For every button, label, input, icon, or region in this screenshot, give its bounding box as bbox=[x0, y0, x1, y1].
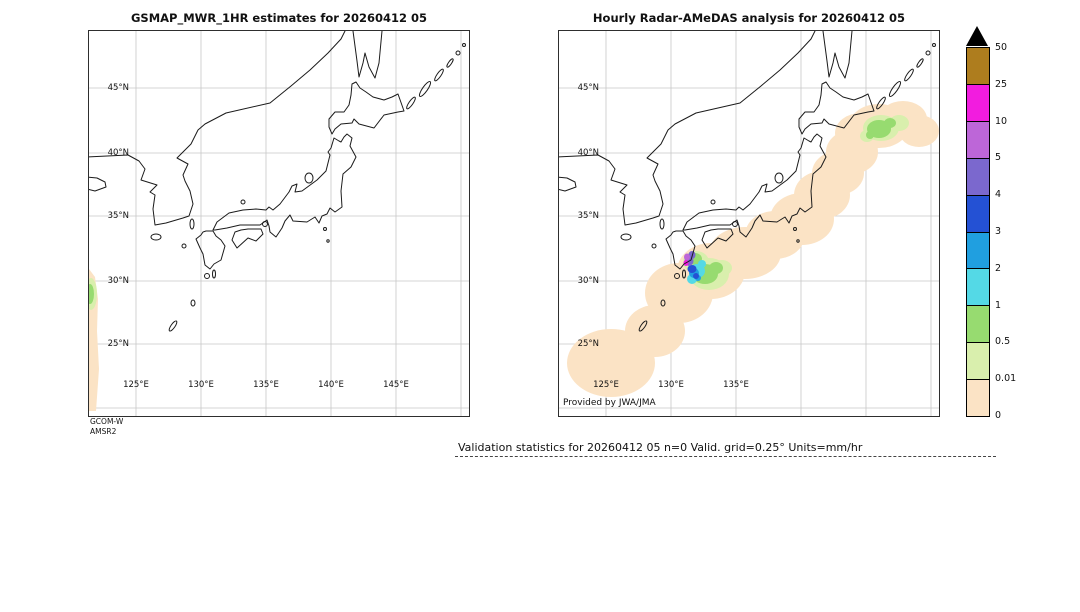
lat-tick-45n: 45°N bbox=[577, 83, 599, 93]
lat-tick-35n: 35°N bbox=[577, 211, 599, 221]
lat-tick-25n: 25°N bbox=[107, 339, 129, 349]
lat-tick-30n: 30°N bbox=[107, 276, 129, 286]
lon-tick-125e: 125°E bbox=[123, 380, 149, 390]
gsmap-map-svg bbox=[89, 31, 469, 416]
precip-layer-moderate bbox=[89, 284, 94, 304]
lon-tick-145e: 145°E bbox=[383, 380, 409, 390]
colorbar-segment bbox=[967, 380, 989, 417]
colorbar-label: 50 bbox=[995, 42, 1008, 53]
lon-tick-135e: 135°E bbox=[253, 380, 279, 390]
lon-tick-125e: 125°E bbox=[593, 380, 619, 390]
coastline-layer bbox=[559, 31, 936, 333]
lat-tick-40n: 40°N bbox=[107, 148, 129, 158]
precip-layer-trace bbox=[567, 101, 939, 397]
gsmap-map-panel: 45°N 40°N 35°N 30°N 25°N 125°E 130°E 135… bbox=[88, 30, 470, 417]
grid-layer bbox=[89, 31, 469, 416]
coastline-layer bbox=[89, 31, 466, 333]
colorbar-segment bbox=[967, 195, 989, 233]
colorbar-segment bbox=[967, 48, 989, 85]
radar-amedas-map-panel: 45°N 40°N 35°N 30°N 25°N 125°E 130°E 135… bbox=[558, 30, 940, 417]
lat-tick-35n: 35°N bbox=[107, 211, 129, 221]
colorbar-label: 10 bbox=[995, 116, 1008, 127]
radar-map-svg bbox=[559, 31, 939, 416]
left-panel-title: GSMAP_MWR_1HR estimates for 20260412 05 bbox=[130, 11, 428, 25]
colorbar-segment bbox=[967, 121, 989, 159]
right-panel-title: Hourly Radar-AMeDAS analysis for 2026041… bbox=[592, 11, 906, 25]
lat-tick-30n: 30°N bbox=[577, 276, 599, 286]
colorbar-label: 0.01 bbox=[995, 373, 1017, 384]
lat-tick-45n: 45°N bbox=[107, 83, 129, 93]
colorbar-label: 3 bbox=[995, 226, 1002, 237]
colorbar-label: 0.5 bbox=[995, 336, 1011, 347]
precip-layer-blue bbox=[687, 265, 699, 279]
lon-tick-130e: 130°E bbox=[658, 380, 684, 390]
colorbar-segment bbox=[967, 343, 989, 381]
lon-tick-130e: 130°E bbox=[188, 380, 214, 390]
colorbar-label: 25 bbox=[995, 79, 1008, 90]
validation-statistics-caption: Validation statistics for 20260412 05 n=… bbox=[458, 441, 863, 454]
colorbar-label: 2 bbox=[995, 263, 1002, 274]
colorbar-segment bbox=[967, 84, 989, 122]
data-provider-credit: Provided by JWA/JMA bbox=[563, 398, 656, 408]
colorbar-label: 0 bbox=[995, 410, 1002, 421]
precip-layer-orchid bbox=[684, 253, 690, 261]
colorbar-label: 1 bbox=[995, 300, 1002, 311]
colorbar-segment bbox=[967, 232, 989, 270]
sensor-source-label: AMSR2 bbox=[90, 427, 117, 436]
lat-tick-40n: 40°N bbox=[577, 148, 599, 158]
satellite-source-label: GCOM-W bbox=[90, 417, 124, 426]
colorbar-overflow-triangle bbox=[966, 26, 988, 46]
colorbar-segment bbox=[967, 158, 989, 196]
lon-tick-140e: 140°E bbox=[318, 380, 344, 390]
colorbar-label: 4 bbox=[995, 189, 1002, 200]
colorbar-label: 5 bbox=[995, 152, 1002, 163]
colorbar-segment bbox=[967, 306, 989, 344]
lon-tick-135e: 135°E bbox=[723, 380, 749, 390]
colorbar-segment bbox=[967, 269, 989, 307]
dashed-divider bbox=[455, 456, 996, 457]
lat-tick-25n: 25°N bbox=[577, 339, 599, 349]
colorbar bbox=[966, 47, 990, 417]
